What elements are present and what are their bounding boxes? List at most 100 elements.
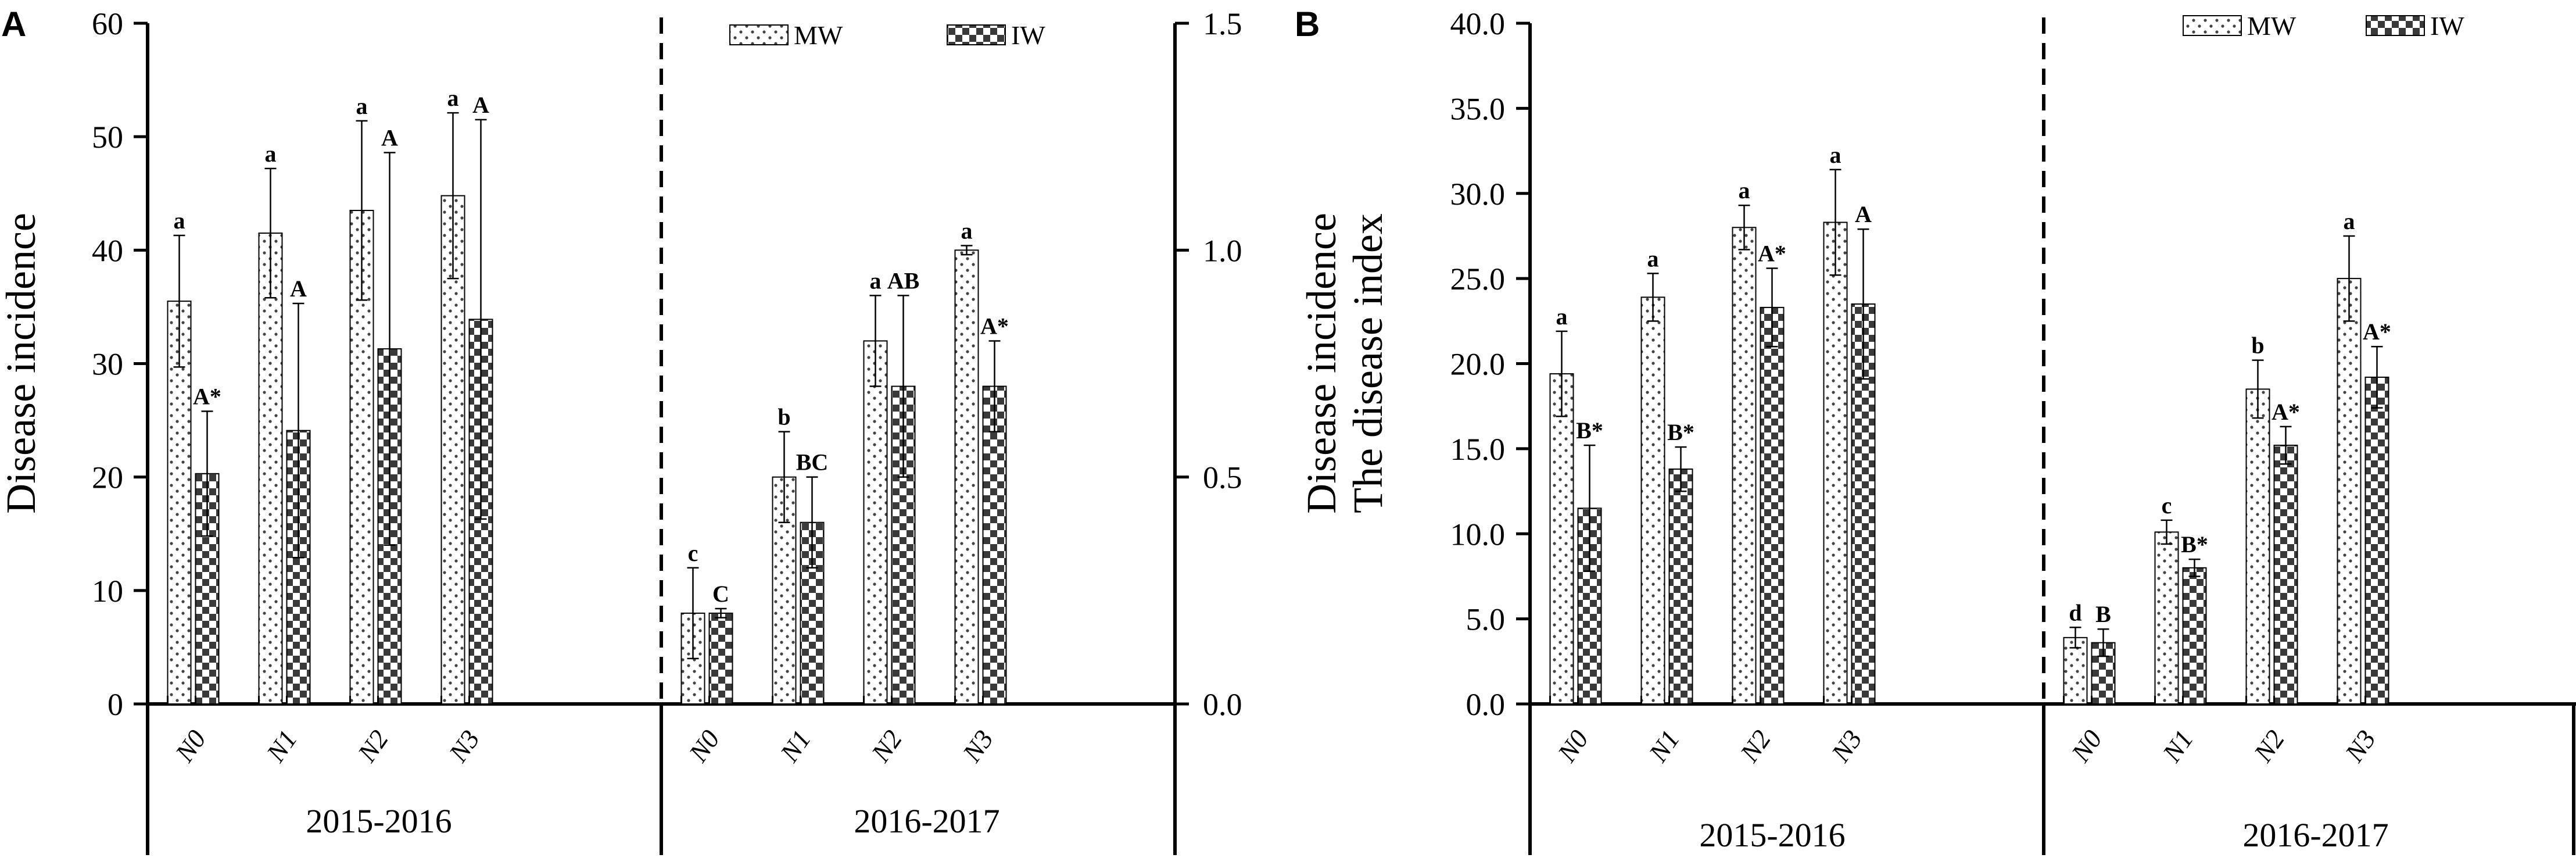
category-label-n3-g1: N3 bbox=[2339, 724, 2381, 767]
legend-swatch-iw bbox=[947, 24, 1006, 45]
y-tick-label-right-1.5: 1.5 bbox=[1203, 6, 1242, 41]
category-label-n2-g1: N2 bbox=[2248, 724, 2290, 767]
y-tick-label-b-20.0: 20.0 bbox=[1450, 347, 1506, 382]
y-tick-label-left-50: 50 bbox=[92, 120, 123, 155]
bar-mw-n3-g1 bbox=[954, 249, 979, 705]
sig-letter-mw-n1-g0: a bbox=[265, 141, 277, 167]
sig-letter-mw-n2-g1: b bbox=[2251, 333, 2264, 359]
sig-letter-mw-n0-g0: a bbox=[1556, 303, 1568, 330]
legend-swatch-mw bbox=[729, 24, 789, 45]
sig-letter-mw-n2-g1: a bbox=[870, 267, 882, 294]
bar-mw-n1-g0 bbox=[1640, 296, 1665, 705]
sig-letter-iw-n0-g1: B bbox=[2095, 601, 2111, 627]
sig-letter-mw-n1-g1: b bbox=[778, 404, 790, 430]
y-tick-label-left-0: 0 bbox=[108, 687, 123, 722]
y-tick-label-b-40.0: 40.0 bbox=[1450, 6, 1506, 41]
sig-letter-mw-n2-g0: a bbox=[356, 93, 368, 119]
y-tick-label-left-10: 10 bbox=[92, 574, 123, 609]
category-label-n3-g1: N3 bbox=[956, 724, 999, 767]
sig-letter-iw-n2-g1: A* bbox=[2272, 399, 2300, 425]
sig-letter-mw-n3-g1: a bbox=[2344, 208, 2355, 234]
bar-mw-n3-g0 bbox=[1823, 221, 1848, 705]
sig-letter-iw-n2-g0: A* bbox=[1758, 241, 1786, 267]
bar-mw-n0-g1 bbox=[2063, 637, 2088, 705]
category-label-n1-g0: N1 bbox=[260, 724, 303, 767]
bar-mw-n3-g0 bbox=[440, 195, 465, 705]
category-label-n2-g1: N2 bbox=[865, 724, 908, 767]
y-tick-label-b-30.0: 30.0 bbox=[1450, 177, 1506, 212]
y-tick-label-left-60: 60 bbox=[92, 6, 123, 41]
bar-iw-n0-g1 bbox=[708, 612, 733, 705]
bar-mw-n3-g1 bbox=[2337, 278, 2362, 705]
y-axis-title-left: Disease incidence bbox=[0, 213, 44, 514]
y-tick-label-left-30: 30 bbox=[92, 347, 123, 382]
sig-letter-mw-n0-g1: c bbox=[688, 540, 698, 566]
panel-label-b: B bbox=[1295, 5, 1320, 44]
sig-letter-iw-n1-g1: B* bbox=[2181, 531, 2208, 557]
sig-letter-iw-n3-g0: A bbox=[472, 92, 489, 118]
y-tick-label-right-0.5: 0.5 bbox=[1203, 460, 1242, 495]
category-label-n2-g0: N2 bbox=[352, 724, 394, 767]
y-tick-label-b-10.0: 10.0 bbox=[1450, 517, 1506, 552]
y-tick-label-b-5.0: 5.0 bbox=[1466, 602, 1506, 637]
bar-mw-n2-g1 bbox=[863, 340, 888, 705]
category-label-n0-g1: N0 bbox=[683, 724, 725, 767]
bar-mw-n2-g0 bbox=[1732, 227, 1757, 705]
sig-letter-iw-n3-g0: A bbox=[1855, 201, 1872, 227]
panel-label-a: A bbox=[1, 5, 26, 44]
legend-swatch-mw bbox=[2183, 15, 2242, 36]
y-tick-label-b-35.0: 35.0 bbox=[1450, 91, 1506, 126]
sig-letter-mw-n3-g0: a bbox=[1830, 142, 1841, 168]
y-tick-label-left-40: 40 bbox=[92, 233, 123, 268]
bar-iw-n3-g1 bbox=[982, 385, 1007, 705]
legend-swatch-iw bbox=[2366, 15, 2425, 36]
y-tick-label-right-0.0: 0.0 bbox=[1203, 687, 1242, 722]
bar-iw-n3-g1 bbox=[2364, 376, 2389, 705]
group-label-2015-2016: 2015-2016 bbox=[306, 802, 452, 840]
category-label-n0-g0: N0 bbox=[169, 724, 212, 767]
sig-letter-iw-n2-g1: AB bbox=[887, 267, 920, 294]
y-tick-label-left-20: 20 bbox=[92, 460, 123, 495]
sig-letter-iw-n2-g0: A bbox=[381, 124, 398, 151]
category-label-n3-g0: N3 bbox=[1825, 724, 1868, 767]
sig-letter-iw-n3-g1: A* bbox=[980, 313, 1009, 339]
bar-mw-n0-g0 bbox=[1549, 373, 1574, 705]
bar-iw-n2-g1 bbox=[2273, 445, 2298, 705]
legend-label-mw: MW bbox=[2247, 11, 2296, 41]
y-tick-label-right-1.0: 1.0 bbox=[1203, 233, 1242, 268]
sig-letter-mw-n1-g1: c bbox=[2162, 492, 2172, 519]
bar-iw-n1-g0 bbox=[1668, 469, 1693, 705]
bar-iw-n1-g1 bbox=[2182, 567, 2207, 705]
legend-label-iw: IW bbox=[2430, 11, 2464, 41]
sig-letter-mw-n0-g0: a bbox=[174, 208, 185, 234]
y-tick-label-b-0.0: 0.0 bbox=[1466, 687, 1506, 722]
bar-mw-n1-g1 bbox=[2154, 531, 2179, 705]
sig-letter-iw-n1-g0: B* bbox=[1667, 419, 1694, 445]
bar-iw-n2-g0 bbox=[1760, 306, 1785, 705]
sig-letter-mw-n3-g0: a bbox=[447, 85, 459, 111]
category-label-n1-g1: N1 bbox=[2156, 724, 2199, 767]
sig-letter-iw-n1-g0: A bbox=[290, 276, 307, 302]
y-axis-title-right: Disease incidence bbox=[1298, 213, 1345, 514]
sig-letter-iw-n0-g0: B* bbox=[1576, 417, 1603, 444]
sig-letter-mw-n2-g0: a bbox=[1739, 177, 1750, 203]
category-label-n1-g0: N1 bbox=[1643, 724, 1685, 767]
bar-mw-n1-g0 bbox=[258, 233, 283, 705]
bar-mw-n1-g1 bbox=[772, 476, 797, 705]
group-label-b-2015-2016: 2015-2016 bbox=[1699, 816, 1845, 854]
group-label-b-2016-2017: 2016-2017 bbox=[2242, 816, 2388, 854]
sig-letter-mw-n3-g1: a bbox=[961, 218, 973, 244]
bar-mw-n2-g1 bbox=[2245, 388, 2270, 705]
category-label-n3-g0: N3 bbox=[443, 724, 485, 767]
y-tick-label-b-25.0: 25.0 bbox=[1450, 262, 1506, 296]
category-label-n0-g0: N0 bbox=[1552, 724, 1594, 767]
legend-label-iw: IW bbox=[1011, 20, 1045, 50]
sig-letter-iw-n0-g0: A* bbox=[193, 383, 221, 409]
category-label-n2-g0: N2 bbox=[1734, 724, 1776, 767]
sig-letter-iw-n0-g1: C bbox=[712, 581, 729, 607]
y-tick-label-b-15.0: 15.0 bbox=[1450, 432, 1506, 467]
legend-label-mw: MW bbox=[794, 20, 843, 50]
sig-letter-iw-n3-g1: A* bbox=[2363, 319, 2391, 345]
